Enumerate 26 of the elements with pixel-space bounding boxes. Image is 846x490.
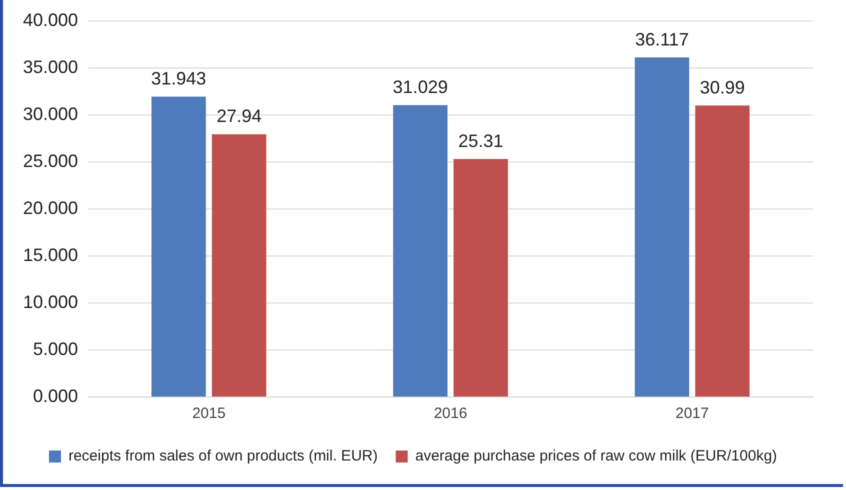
legend-label: average purchase prices of raw cow milk (EUR/100kg) bbox=[415, 448, 778, 465]
y-tick-label: 20.000 bbox=[22, 198, 78, 218]
x-tick-label: 2017 bbox=[675, 405, 709, 422]
y-tick-label: 30.000 bbox=[22, 104, 78, 124]
legend-label: receipts from sales of own products (mil. EUR) bbox=[68, 448, 378, 465]
y-tick-label: 0.000 bbox=[33, 386, 78, 406]
y-tick-label: 40.000 bbox=[22, 10, 78, 30]
bar bbox=[212, 134, 266, 396]
bar bbox=[634, 57, 690, 396]
data-label: 31.943 bbox=[151, 68, 206, 89]
y-tick-label: 25.000 bbox=[22, 150, 78, 171]
y-tick-label: 10.000 bbox=[22, 292, 78, 312]
data-label: 36.117 bbox=[635, 29, 689, 50]
data-label: 25.31 bbox=[458, 130, 504, 151]
bar bbox=[695, 106, 750, 396]
x-tick-label: 2015 bbox=[192, 405, 226, 422]
x-tick-label: 2016 bbox=[434, 405, 468, 422]
data-label: 27.94 bbox=[216, 106, 262, 126]
y-tick-label: 35.000 bbox=[22, 56, 78, 77]
data-label: 30.99 bbox=[700, 78, 745, 98]
bar bbox=[151, 96, 206, 396]
bar bbox=[393, 105, 448, 396]
bar bbox=[454, 158, 508, 396]
y-tick-label: 15.000 bbox=[22, 244, 78, 265]
y-tick-label: 5.000 bbox=[33, 338, 78, 359]
data-label: 31.029 bbox=[392, 77, 448, 98]
